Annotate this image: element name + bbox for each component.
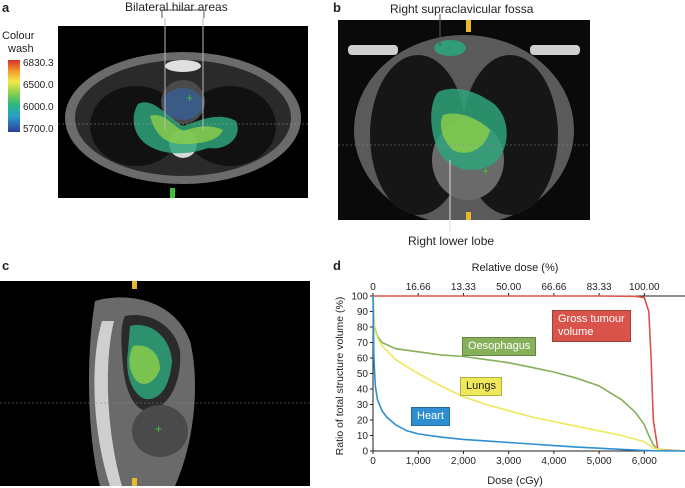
x-tick-label: 5,000: [587, 456, 612, 467]
label-oesophagus: Oesophagus: [462, 337, 537, 356]
colorbar-title-line1: Colour: [2, 30, 35, 42]
right-supraclavicular-fossa-label: Right supraclavicular fossa: [390, 2, 534, 16]
x2-axis-title: Relative dose (%): [472, 262, 559, 274]
label-lungs: Lungs: [460, 377, 502, 396]
ct-sagittal-image: +: [0, 281, 310, 486]
x-tick-label: 0: [370, 456, 376, 467]
ct-coronal-image: +: [338, 20, 590, 220]
y-tick-label: 50: [357, 369, 369, 380]
svg-text:+: +: [482, 164, 489, 178]
x-tick-label: 3,000: [496, 456, 521, 467]
ct-axial-image: +: [58, 52, 308, 198]
y-tick-label: 60: [357, 354, 369, 365]
x2-tick-label: 16.66: [406, 282, 431, 293]
x-tick-label: 2,000: [451, 456, 476, 467]
series-line-3: [372, 295, 685, 452]
ct-sagittal-scan: +: [0, 281, 310, 486]
y-tick-label: 30: [357, 400, 369, 411]
y-tick-label: 20: [357, 416, 369, 427]
panel-a-letter: a: [2, 0, 10, 15]
series-line-0: [373, 295, 685, 452]
ct-axial-scan: +: [58, 26, 308, 198]
gtv-label-line1: Gross tumour: [558, 313, 625, 325]
svg-text:+: +: [155, 422, 162, 436]
colorbar-tick-max: 6830.3: [23, 58, 54, 69]
x2-tick-label: 83.33: [587, 282, 612, 293]
colorbar-tick-6500: 6500.0: [23, 80, 54, 91]
y-tick-label: 10: [357, 431, 369, 442]
x2-tick-label: 13.33: [451, 282, 476, 293]
series-line-2: [372, 295, 685, 452]
colorbar-tick-min: 5700.0: [23, 124, 54, 135]
x2-tick-label: 50.00: [496, 282, 521, 293]
hilar-bracket: [161, 9, 205, 130]
y-tick-label: 90: [357, 307, 369, 318]
x2-tick-label: 0: [370, 282, 376, 293]
colorbar-tick-6000: 6000.0: [23, 102, 54, 113]
ct-coronal-scan: +: [338, 20, 590, 220]
y-axis-title: Ratio of total structure volume (%): [334, 297, 346, 456]
y-tick-label: 0: [362, 447, 368, 458]
colorbar-gradient: [8, 60, 20, 132]
x-tick-label: 4,000: [541, 456, 566, 467]
y-tick-label: 70: [357, 338, 369, 349]
y-tick-label: 80: [357, 323, 369, 334]
x-tick-label: 1,000: [406, 456, 431, 467]
colorbar-title-line2: wash: [8, 43, 34, 55]
svg-text:+: +: [186, 91, 193, 105]
panel-d-letter: d: [333, 258, 341, 273]
label-gross-tumour-volume: Gross tumour volume: [552, 310, 631, 342]
panel-b-leader-lines: [439, 14, 451, 232]
x2-tick-label: 66.66: [541, 282, 566, 293]
panel-b-letter: b: [333, 0, 341, 15]
x2-tick-label: 100.00: [629, 282, 660, 293]
series-line-1: [372, 295, 685, 452]
y-tick-label: 40: [357, 385, 369, 396]
x-axis-title: Dose (cGy): [487, 475, 543, 487]
y-tick-label: 100: [351, 292, 368, 303]
gtv-label-line2: volume: [558, 326, 594, 338]
panel-c-letter: c: [2, 258, 10, 273]
x-tick-label: 6,000: [632, 456, 657, 467]
label-heart: Heart: [411, 407, 450, 426]
right-lower-lobe-label: Right lower lobe: [408, 234, 495, 248]
chart-series: [372, 295, 685, 452]
